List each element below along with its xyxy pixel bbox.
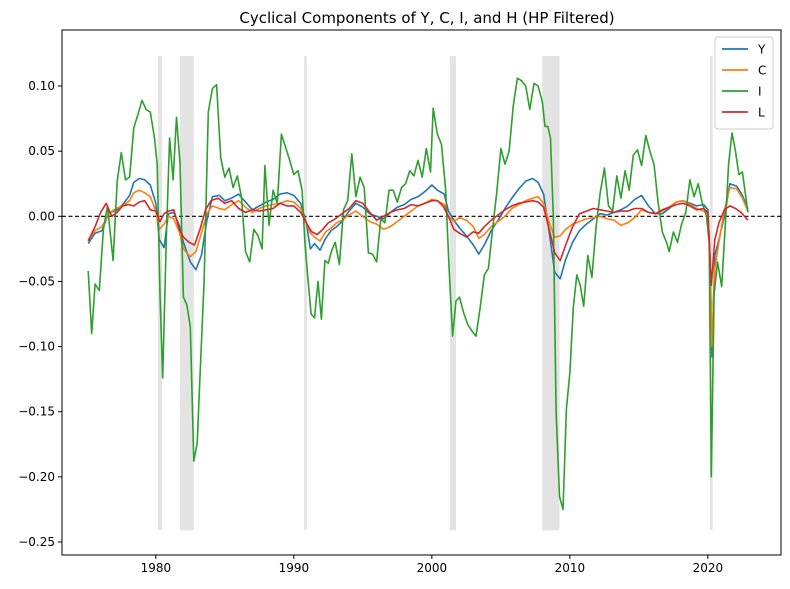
y-tick-label: −0.10 xyxy=(18,340,55,354)
y-tick-label: 0.10 xyxy=(28,79,55,93)
y-tick-label: 0.05 xyxy=(28,144,55,158)
recession-band-3 xyxy=(449,56,457,531)
series-lines xyxy=(87,77,749,511)
x-tick-label: 2020 xyxy=(693,561,724,575)
chart-title: Cyclical Components of Y, C, I, and H (H… xyxy=(239,9,614,27)
x-tick-label: 2010 xyxy=(555,561,586,575)
recession-band-1 xyxy=(179,56,194,531)
legend-label-Y: Y xyxy=(757,43,766,57)
y-tick-label: −0.05 xyxy=(18,274,55,288)
x-axis: 1980 1990 2000 2010 2020 xyxy=(141,555,724,575)
recession-band-2 xyxy=(304,56,307,531)
legend-label-C: C xyxy=(758,64,766,78)
x-tick-label: 1980 xyxy=(141,561,172,575)
plot-frame xyxy=(61,29,782,556)
x-tick-label: 2000 xyxy=(417,561,448,575)
legend-box xyxy=(714,36,774,130)
y-axis: −0.25 −0.20 −0.15 −0.10 −0.05 0.00 0.05 0.10 xyxy=(18,79,62,549)
legend-label-L: L xyxy=(758,106,765,120)
y-tick-label: −0.15 xyxy=(18,405,55,419)
y-tick-label: 0.00 xyxy=(28,209,55,223)
y-tick-label: −0.20 xyxy=(18,470,55,484)
x-tick-label: 1990 xyxy=(279,561,310,575)
legend-label-I: I xyxy=(758,85,762,99)
recession-band-4 xyxy=(542,56,560,531)
series-line-L xyxy=(87,197,749,287)
recession-bands xyxy=(157,56,713,531)
series-line-I xyxy=(87,77,749,511)
y-tick-label: −0.25 xyxy=(18,535,55,549)
series-line-Y xyxy=(87,177,749,358)
